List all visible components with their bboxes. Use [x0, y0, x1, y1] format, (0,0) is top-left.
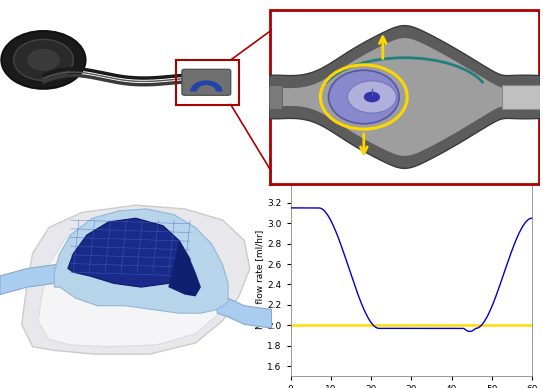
Polygon shape: [168, 241, 201, 296]
Circle shape: [1, 31, 86, 89]
Polygon shape: [269, 26, 540, 168]
Bar: [269, 85, 282, 109]
Polygon shape: [38, 218, 228, 347]
Polygon shape: [54, 209, 228, 313]
Circle shape: [27, 49, 60, 71]
FancyBboxPatch shape: [182, 69, 231, 95]
Bar: [176, 60, 239, 105]
Circle shape: [364, 92, 380, 102]
Bar: [502, 85, 540, 109]
Circle shape: [348, 81, 396, 113]
Polygon shape: [22, 205, 250, 354]
Polygon shape: [0, 261, 76, 294]
Polygon shape: [269, 38, 540, 156]
Y-axis label: Mass flow rate [ml/hr]: Mass flow rate [ml/hr]: [255, 230, 264, 329]
Polygon shape: [217, 294, 272, 328]
Polygon shape: [68, 218, 190, 287]
Wedge shape: [190, 80, 223, 92]
Title: Mass flow: Mass flow: [384, 170, 439, 180]
Ellipse shape: [329, 70, 399, 124]
Circle shape: [14, 40, 73, 80]
